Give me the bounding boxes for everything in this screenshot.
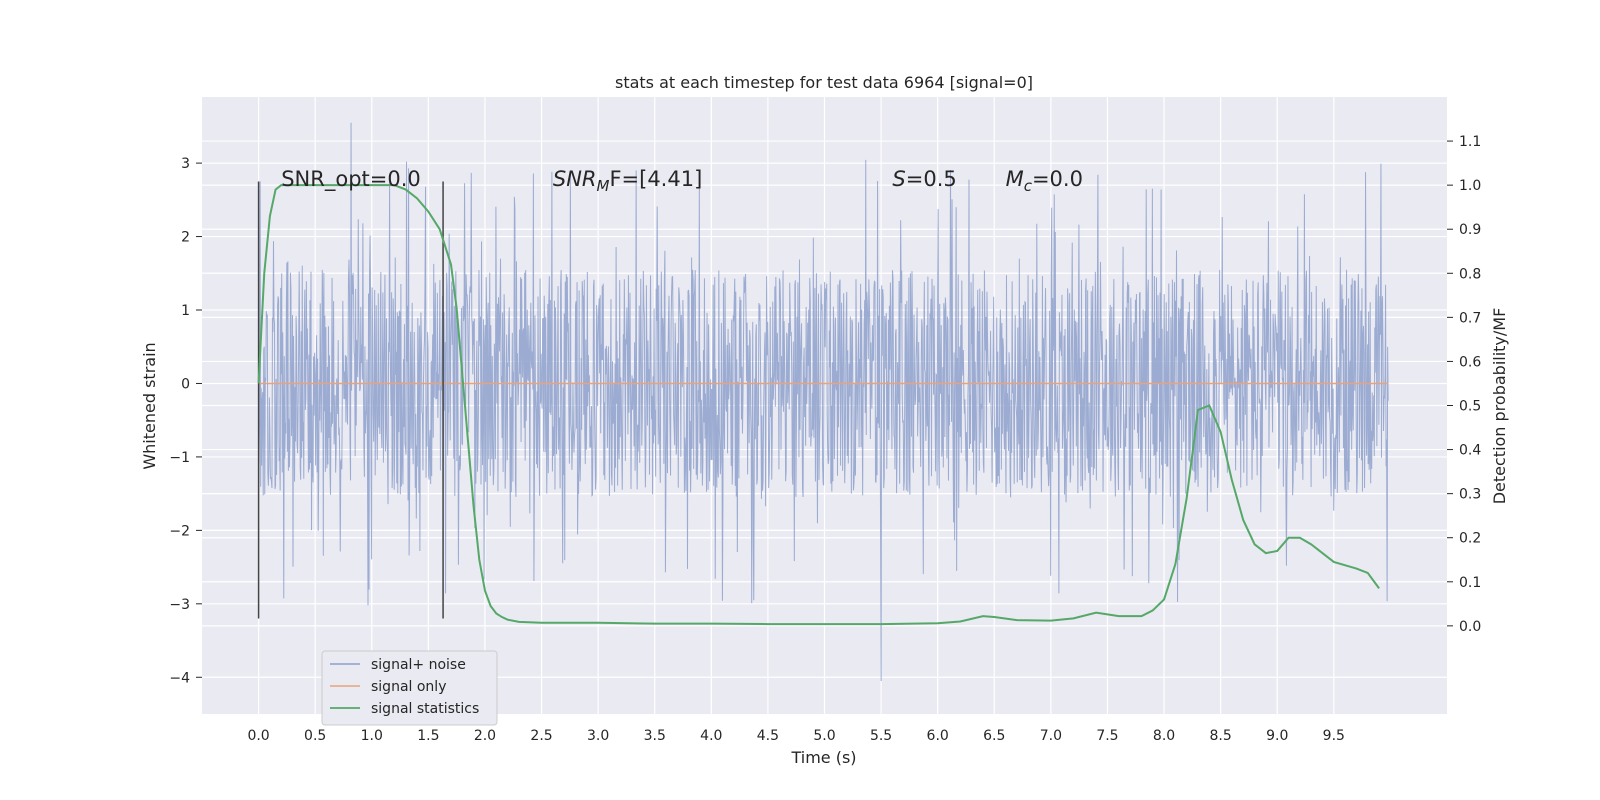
y2-axis-ticks: 0.0 0.1 0.2 0.3 0.4 0.5 0.6 0.7 0.8 0.9 1.0 1.1 <box>1447 134 1481 635</box>
y2-tick-label: 0.6 <box>1459 354 1481 370</box>
y2-gridlines <box>202 140 1447 627</box>
y2-axis-label: Detection probability/MF <box>1490 308 1509 505</box>
x-tick-label: 0.0 <box>247 728 269 744</box>
y-tick-label: 2 <box>181 230 190 246</box>
chart-title: stats at each timestep for test data 696… <box>615 73 1033 92</box>
x-tick-label: 5.0 <box>813 728 835 744</box>
x-tick-label: 0.5 <box>304 728 326 744</box>
x-tick-label: 8.0 <box>1153 728 1175 744</box>
y2-tick-label: 0.3 <box>1459 487 1481 503</box>
x-tick-label: 4.5 <box>757 728 779 744</box>
legend-box <box>321 650 498 726</box>
y-tick-label: 0 <box>181 376 190 392</box>
y-tick-label: −4 <box>169 670 190 686</box>
y-axis-label: Whitened strain <box>140 342 159 469</box>
x-tick-label: 6.5 <box>983 728 1005 744</box>
legend-label-signal-only: signal only <box>371 679 446 695</box>
y-tick-label: −2 <box>169 523 190 539</box>
annotation-0: SNR_opt=0.0 <box>281 167 421 192</box>
annotation-2: S=0.5 <box>892 167 956 191</box>
annotations: SNR_opt=0.0 SNRMF=[4.41] S=0.5 Mc=0.0 <box>281 167 1083 195</box>
y2-tick-label: 0.4 <box>1459 443 1481 459</box>
y2-tick-label: 1.1 <box>1459 134 1481 150</box>
y2-tick-label: 0.8 <box>1459 266 1481 282</box>
y2-tick-label: 0.7 <box>1459 310 1481 326</box>
y-tick-label: −3 <box>169 597 190 613</box>
x-tick-label: 8.5 <box>1210 728 1232 744</box>
y2-tick-label: 0.1 <box>1459 575 1481 591</box>
y-tick-label: 1 <box>181 303 190 319</box>
x-tick-label: 2.0 <box>474 728 496 744</box>
y2-tick-label: 0.0 <box>1459 619 1481 635</box>
x-axis-ticks: 0.0 0.5 1.0 1.5 2.0 2.5 3.0 3.5 4.0 4.5 5.0 5.5 6.0 6… <box>247 728 1344 744</box>
x-tick-label: 5.5 <box>870 728 892 744</box>
legend-label-signal-noise: signal+ noise <box>371 657 466 673</box>
y2-tick-label: 0.2 <box>1459 531 1481 547</box>
series-signal-noise <box>258 122 1389 681</box>
x-tick-label: 7.0 <box>1040 728 1062 744</box>
x-tick-label: 7.5 <box>1096 728 1118 744</box>
y-tick-label: −1 <box>169 450 190 466</box>
legend-label-signal-statistics: signal statistics <box>371 701 479 717</box>
series-signal-statistics <box>257 184 1380 626</box>
vertical-markers <box>257 181 444 619</box>
y2-tick-label: 0.9 <box>1459 222 1481 238</box>
x-tick-label: 3.0 <box>587 728 609 744</box>
y2-tick-label: 0.5 <box>1459 399 1481 415</box>
y-tick-label: 3 <box>181 156 190 172</box>
x-tick-label: 9.0 <box>1266 728 1288 744</box>
legend: signal+ noise signal only signal statist… <box>321 650 498 726</box>
annotation-1: SNRMF=[4.41] <box>553 167 702 195</box>
x-tick-label: 6.0 <box>927 728 949 744</box>
x-tick-label: 1.5 <box>417 728 439 744</box>
x-tick-label: 3.5 <box>644 728 666 744</box>
x-tick-label: 9.5 <box>1323 728 1345 744</box>
y2-tick-label: 1.0 <box>1459 178 1481 194</box>
annotation-3: Mc=0.0 <box>1006 167 1083 195</box>
y-axis-ticks: −4 −3 −2 −1 0 1 2 3 <box>169 156 202 686</box>
x-tick-label: 4.0 <box>700 728 722 744</box>
x-tick-label: 1.0 <box>361 728 383 744</box>
x-tick-label: 2.5 <box>530 728 552 744</box>
x-axis-label: Time (s) <box>790 748 856 767</box>
